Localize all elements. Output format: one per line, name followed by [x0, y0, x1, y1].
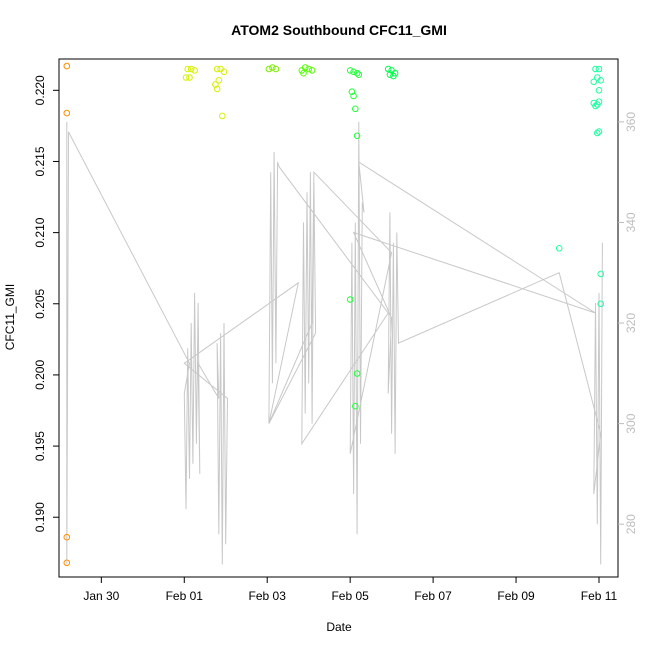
data-point [350, 92, 357, 100]
plot-frame [58, 58, 619, 578]
data-point [213, 65, 221, 73]
data-point [355, 71, 363, 78]
data-point [272, 65, 280, 73]
data-point [384, 65, 392, 73]
data-point [191, 67, 198, 74]
data-point [63, 62, 71, 70]
data-point [353, 132, 361, 140]
chart-title: ATOM2 Southbound CFC11_GMI [231, 22, 447, 38]
y-right-tick-label: 300 [624, 413, 638, 433]
data-point [265, 65, 273, 73]
y-axis-left: 0.190 0.195 0.200 0.205 0.210 0.215 0.220 [33, 75, 59, 532]
data-point [597, 270, 605, 278]
data-point [353, 370, 361, 377]
data-point [212, 81, 219, 88]
series-line-layer [66, 121, 603, 565]
x-tick-label: Feb 01 [166, 589, 204, 603]
data-point [182, 74, 190, 81]
x-axis: Jan 30 Feb 01 Feb 03 Feb 05 Feb 07 Feb 09 Feb … [83, 576, 618, 603]
data-point [595, 65, 603, 73]
y-axis-right: 280 300 320 340 360 [618, 112, 638, 534]
y-tick-label: 0.220 [33, 75, 47, 105]
data-point [595, 128, 603, 135]
y-tick-label: 0.215 [33, 146, 47, 176]
x-tick-label: Jan 30 [83, 589, 119, 603]
data-point [63, 109, 71, 117]
data-point [592, 102, 599, 110]
data-point [269, 64, 276, 71]
data-point [63, 559, 71, 567]
data-point [220, 68, 228, 76]
series-line [66, 121, 603, 565]
data-point [215, 77, 223, 84]
data-point [352, 105, 359, 113]
y-right-tick-label: 340 [624, 212, 638, 232]
data-point [63, 533, 71, 541]
data-point [300, 69, 307, 77]
data-point [590, 78, 598, 86]
data-point [594, 129, 601, 137]
data-point [346, 296, 354, 303]
data-point [186, 74, 193, 81]
y-tick-label: 0.195 [33, 431, 47, 461]
x-axis-label: Date [326, 620, 352, 634]
data-point [595, 98, 603, 105]
data-point [350, 68, 357, 76]
data-point [213, 85, 221, 93]
y-right-tick-label: 320 [624, 313, 638, 333]
data-point [597, 77, 605, 84]
x-tick-label: Feb 05 [331, 589, 369, 603]
data-point [346, 67, 354, 74]
data-point [348, 88, 356, 95]
data-point-layer [63, 62, 605, 567]
data-point [219, 112, 226, 120]
y-tick-label: 0.210 [33, 217, 47, 247]
data-point [301, 64, 309, 71]
data-point [595, 87, 603, 94]
data-point [184, 65, 191, 73]
data-point [386, 71, 394, 78]
x-tick-label: Feb 11 [581, 589, 618, 603]
y-tick-label: 0.200 [33, 360, 47, 390]
y-axis-label: CFC11_GMI [3, 284, 17, 350]
data-point [555, 245, 563, 252]
x-tick-label: Feb 07 [414, 589, 452, 603]
y-tick-label: 0.205 [33, 288, 47, 318]
x-tick-label: Feb 09 [497, 589, 535, 603]
data-point [187, 65, 195, 73]
y-right-tick-label: 280 [624, 514, 638, 534]
y-tick-label: 0.190 [33, 502, 47, 532]
data-point [390, 72, 397, 80]
x-tick-label: Feb 03 [249, 589, 287, 603]
data-point [597, 300, 605, 308]
data-point [308, 67, 316, 74]
y-right-tick-label: 360 [624, 112, 638, 132]
data-point [592, 65, 599, 73]
data-point [305, 65, 313, 73]
data-point [352, 402, 359, 410]
data-point [353, 69, 361, 77]
